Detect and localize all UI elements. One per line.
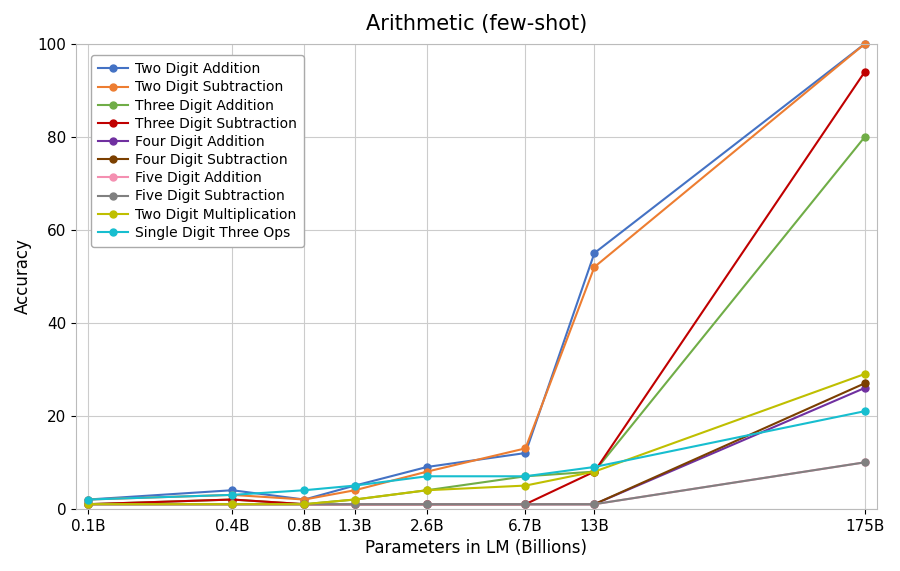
Single Digit Three Ops [860, 408, 870, 415]
Five Digit Addition [589, 501, 599, 508]
Line: Three Digit Addition: Three Digit Addition [85, 133, 868, 508]
Line: Two Digit Addition: Two Digit Addition [85, 41, 868, 503]
Four Digit Addition [421, 501, 432, 508]
Five Digit Addition [520, 501, 531, 508]
Two Digit Addition [520, 449, 531, 456]
Four Digit Addition [589, 501, 599, 508]
Single Digit Three Ops [349, 482, 360, 489]
Line: Four Digit Addition: Four Digit Addition [85, 384, 868, 508]
Single Digit Three Ops [227, 492, 238, 498]
Single Digit Three Ops [299, 487, 310, 494]
Four Digit Subtraction [349, 501, 360, 508]
Two Digit Subtraction [349, 487, 360, 494]
Y-axis label: Accuracy: Accuracy [14, 238, 32, 314]
Five Digit Subtraction [227, 501, 238, 508]
Four Digit Addition [227, 501, 238, 508]
Line: Single Digit Three Ops: Single Digit Three Ops [85, 408, 868, 503]
Single Digit Three Ops [520, 473, 531, 480]
Five Digit Subtraction [299, 501, 310, 508]
Three Digit Subtraction [589, 468, 599, 475]
Two Digit Multiplication [349, 496, 360, 503]
Single Digit Three Ops [83, 496, 94, 503]
Line: Five Digit Subtraction: Five Digit Subtraction [85, 459, 868, 508]
Four Digit Subtraction [299, 501, 310, 508]
Three Digit Addition [83, 501, 94, 508]
Five Digit Subtraction [860, 459, 870, 466]
Five Digit Addition [299, 501, 310, 508]
Three Digit Subtraction [83, 501, 94, 508]
Two Digit Subtraction [860, 41, 870, 47]
Two Digit Subtraction [83, 496, 94, 503]
Five Digit Subtraction [589, 501, 599, 508]
Five Digit Subtraction [520, 501, 531, 508]
Two Digit Multiplication [299, 501, 310, 508]
Four Digit Addition [83, 501, 94, 508]
Single Digit Three Ops [589, 464, 599, 471]
Line: Five Digit Addition: Five Digit Addition [85, 459, 868, 508]
Line: Two Digit Subtraction: Two Digit Subtraction [85, 41, 868, 503]
Two Digit Multiplication [589, 468, 599, 475]
Three Digit Subtraction [299, 501, 310, 508]
Two Digit Addition [227, 487, 238, 494]
Four Digit Subtraction [83, 501, 94, 508]
Two Digit Subtraction [299, 496, 310, 503]
Line: Three Digit Subtraction: Three Digit Subtraction [85, 68, 868, 508]
Two Digit Addition [860, 41, 870, 47]
Three Digit Addition [299, 501, 310, 508]
Four Digit Addition [520, 501, 531, 508]
Two Digit Addition [589, 250, 599, 256]
Two Digit Multiplication [520, 482, 531, 489]
Two Digit Subtraction [227, 492, 238, 498]
Four Digit Addition [860, 384, 870, 391]
Four Digit Subtraction [589, 501, 599, 508]
Two Digit Addition [83, 496, 94, 503]
Two Digit Subtraction [589, 264, 599, 271]
Two Digit Multiplication [860, 371, 870, 377]
Five Digit Subtraction [349, 501, 360, 508]
Two Digit Multiplication [83, 501, 94, 508]
Title: Arithmetic (few-shot): Arithmetic (few-shot) [365, 14, 587, 34]
Four Digit Subtraction [860, 380, 870, 387]
Two Digit Addition [421, 464, 432, 471]
Two Digit Multiplication [227, 501, 238, 508]
Three Digit Subtraction [421, 501, 432, 508]
Five Digit Subtraction [83, 501, 94, 508]
Three Digit Addition [589, 468, 599, 475]
Three Digit Addition [520, 473, 531, 480]
Four Digit Subtraction [227, 501, 238, 508]
Five Digit Addition [860, 459, 870, 466]
Three Digit Addition [421, 487, 432, 494]
Line: Two Digit Multiplication: Two Digit Multiplication [85, 371, 868, 508]
Five Digit Addition [83, 501, 94, 508]
Two Digit Multiplication [421, 487, 432, 494]
Four Digit Addition [349, 501, 360, 508]
Four Digit Subtraction [421, 501, 432, 508]
Three Digit Subtraction [349, 501, 360, 508]
Legend: Two Digit Addition, Two Digit Subtraction, Three Digit Addition, Three Digit Sub: Two Digit Addition, Two Digit Subtractio… [91, 55, 304, 247]
Five Digit Addition [349, 501, 360, 508]
Line: Four Digit Subtraction: Four Digit Subtraction [85, 380, 868, 508]
Four Digit Addition [299, 501, 310, 508]
Four Digit Subtraction [520, 501, 531, 508]
Three Digit Addition [860, 134, 870, 140]
Three Digit Addition [349, 496, 360, 503]
Three Digit Subtraction [860, 69, 870, 75]
Three Digit Subtraction [520, 501, 531, 508]
Two Digit Addition [299, 496, 310, 503]
Three Digit Subtraction [227, 496, 238, 503]
Two Digit Subtraction [520, 445, 531, 452]
Five Digit Subtraction [421, 501, 432, 508]
Five Digit Addition [421, 501, 432, 508]
Two Digit Addition [349, 482, 360, 489]
Two Digit Subtraction [421, 468, 432, 475]
Five Digit Addition [227, 501, 238, 508]
Single Digit Three Ops [421, 473, 432, 480]
X-axis label: Parameters in LM (Billions): Parameters in LM (Billions) [365, 539, 588, 557]
Three Digit Addition [227, 496, 238, 503]
